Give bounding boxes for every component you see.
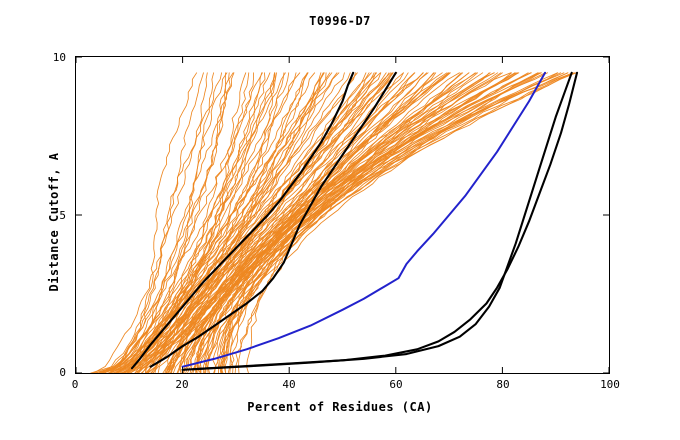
series-black-curve-1 bbox=[130, 71, 355, 370]
y-tick-1: 5 bbox=[59, 209, 66, 222]
plot-canvas bbox=[76, 57, 609, 373]
x-tick-2: 40 bbox=[282, 378, 296, 391]
x-tick-0: 0 bbox=[71, 378, 79, 391]
series-blue-curve bbox=[181, 71, 547, 368]
x-axis-label: Percent of Residues (CA) bbox=[247, 400, 433, 414]
axis-tick-marks bbox=[76, 57, 609, 373]
highlight-series-group bbox=[130, 71, 579, 371]
background-series-group bbox=[90, 72, 577, 373]
plot-area bbox=[75, 56, 610, 374]
x-tick-4: 80 bbox=[496, 378, 510, 391]
y-tick-2: 10 bbox=[52, 51, 66, 64]
x-tick-5: 100 bbox=[600, 378, 620, 391]
y-tick-0: 0 bbox=[59, 366, 66, 379]
chart-title: T0996-D7 bbox=[309, 14, 371, 28]
x-tick-3: 60 bbox=[389, 378, 403, 391]
series-black-curve-4 bbox=[192, 71, 573, 371]
x-tick-1: 20 bbox=[175, 378, 189, 391]
y-axis-label: Distance Cutoff, A bbox=[47, 152, 61, 292]
series-black-curve-2 bbox=[149, 71, 397, 368]
